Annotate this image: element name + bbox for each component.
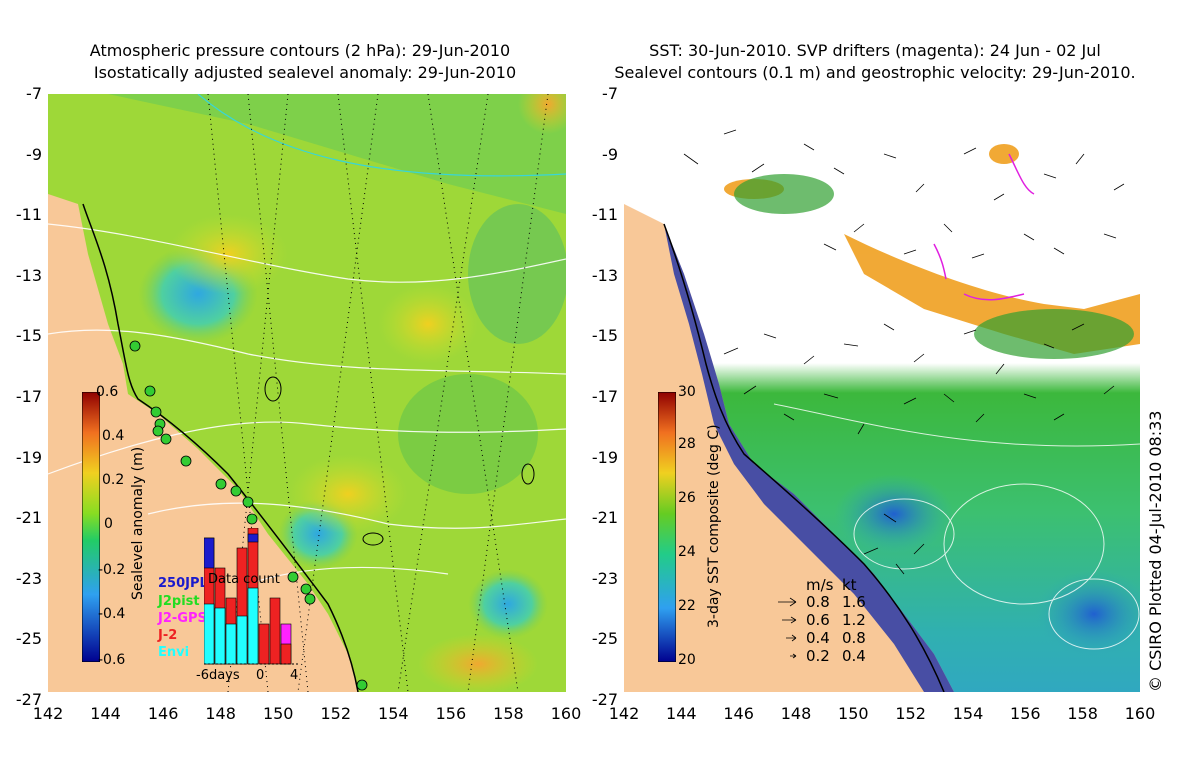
- data-count-legend-4: Envi: [158, 645, 190, 660]
- lon-tick: 152: [320, 704, 352, 723]
- data-count-legend-3: J-2: [158, 628, 178, 643]
- lat-tick: -13: [15, 265, 42, 285]
- right-cb-tick: 20: [678, 652, 696, 668]
- speed-row-kt: 1.6: [842, 593, 866, 611]
- left-cb-tick: 0: [104, 516, 113, 532]
- speed-header-ms: m/s: [806, 576, 834, 594]
- lon-tick: 156: [435, 704, 467, 723]
- data-count-legend-2: J2-GPS: [158, 611, 207, 626]
- lat-tick: -21: [15, 508, 42, 528]
- lon-tick: 150: [262, 704, 294, 723]
- left-title-line1: Atmospheric pressure contours (2 hPa): 2…: [89, 41, 511, 60]
- lat-tick: -11: [591, 205, 618, 225]
- right-colorbar-label: 3-day SST composite (deg C): [706, 424, 722, 628]
- lat-tick: -9: [26, 144, 42, 164]
- lon-tick: 146: [723, 704, 754, 723]
- lon-tick: 146: [147, 704, 179, 723]
- lat-tick: -17: [591, 387, 618, 406]
- lat-tick: -25: [15, 629, 42, 649]
- lon-tick: 144: [666, 704, 697, 723]
- right-cb-tick: 24: [678, 544, 696, 560]
- right-title-line2: Sealevel contours (0.1 m) and geostrophi…: [614, 63, 1136, 82]
- lon-tick: 152: [895, 704, 926, 723]
- lon-tick: 142: [32, 704, 64, 723]
- lat-tick: -23: [15, 568, 42, 588]
- speed-row-ms: 0.8: [806, 593, 830, 611]
- right-title-line1: SST: 30-Jun-2010. SVP drifters (magenta)…: [649, 41, 1101, 60]
- credit-text: © CSIRO Plotted 04-Jul-2010 08:33: [1146, 410, 1165, 692]
- left-colorbar-label: Sealevel anomaly (m): [130, 446, 146, 600]
- right-map: [624, 94, 1140, 692]
- lat-tick: -21: [591, 508, 618, 528]
- lon-tick: 156: [1010, 704, 1041, 723]
- data-count-axis-mid: 0: [256, 668, 265, 683]
- data-count-axis-right: 4: [290, 668, 299, 683]
- left-cb-tick: -0.2: [98, 562, 126, 578]
- lon-tick: 148: [205, 704, 236, 723]
- right-cb-tick: 28: [678, 436, 696, 452]
- lat-tick: -15: [15, 326, 42, 346]
- left-cb-tick: -0.6: [98, 652, 126, 668]
- right-ocean: [624, 94, 1140, 692]
- lon-tick: 158: [493, 704, 524, 723]
- lat-tick: -19: [591, 447, 618, 467]
- lon-tick: 160: [1124, 704, 1156, 723]
- lon-tick: 160: [550, 704, 582, 723]
- speed-header-kt: kt: [842, 576, 857, 594]
- right-cb-tick: 26: [678, 490, 696, 506]
- speed-row-kt: 0.4: [842, 647, 866, 665]
- lon-tick: 142: [608, 704, 640, 723]
- left-cb-tick: 0.6: [96, 384, 119, 400]
- lat-tick: -13: [591, 265, 618, 285]
- lat-tick: -9: [602, 144, 618, 164]
- left-colorbar: [82, 392, 100, 662]
- data-count-legend-1: J2pist: [158, 594, 200, 609]
- lat-tick: -19: [15, 447, 42, 467]
- right-colorbar: [658, 392, 676, 662]
- data-count-axis-left: -6days: [196, 668, 240, 683]
- lon-tick: 150: [838, 704, 869, 723]
- speed-row-ms: 0.6: [806, 611, 830, 629]
- lat-tick: -25: [591, 629, 618, 649]
- speed-row-kt: 0.8: [842, 629, 866, 647]
- left-cb-tick: 0.2: [102, 472, 125, 488]
- speed-arrows: [778, 597, 797, 659]
- lon-tick: 148: [780, 704, 812, 723]
- data-count-title: Data count: [208, 572, 280, 587]
- lat-tick: -15: [591, 326, 618, 346]
- lon-tick: 154: [952, 704, 984, 723]
- speed-row-ms: 0.2: [806, 647, 830, 665]
- data-count-bars: [204, 528, 300, 665]
- right-cb-tick: 22: [678, 598, 696, 614]
- velocity-arrows: [683, 129, 1125, 575]
- lon-tick: 144: [90, 704, 121, 723]
- lon-tick: 154: [378, 704, 409, 723]
- lon-tick: 158: [1067, 704, 1098, 723]
- lat-tick: -11: [15, 205, 42, 225]
- right-cb-tick: 30: [678, 384, 696, 400]
- lat-tick: -27: [591, 690, 618, 709]
- left-title-line2: Isostatically adjusted sealevel anomaly:…: [93, 63, 517, 82]
- left-cb-tick: -0.4: [98, 606, 126, 622]
- data-count-legend-0: 250JPL: [158, 576, 208, 591]
- left-map: [48, 94, 566, 692]
- speed-row-kt: 1.2: [842, 611, 866, 629]
- lat-tick: -17: [15, 387, 42, 406]
- lat-tick: -7: [602, 84, 618, 103]
- lat-tick: -7: [26, 84, 42, 103]
- lat-tick: -23: [591, 568, 618, 588]
- lat-tick: -27: [15, 690, 42, 709]
- left-cb-tick: 0.4: [102, 428, 125, 444]
- speed-row-ms: 0.4: [806, 629, 830, 647]
